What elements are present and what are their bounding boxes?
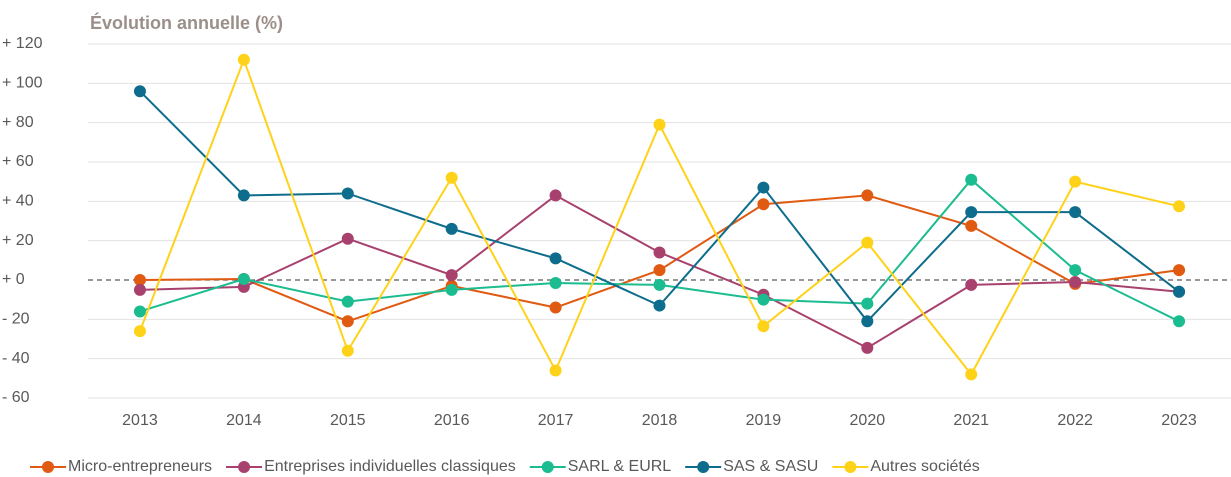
legend-item: Autres sociétés (832, 458, 980, 475)
data-point (1069, 264, 1082, 277)
y-tick-label: + 60 (2, 153, 34, 170)
data-point (653, 278, 666, 291)
series-line (139, 56, 1180, 377)
chart-title: Évolution annuelle (%) (90, 12, 283, 33)
data-point (341, 232, 354, 245)
data-point (341, 315, 354, 328)
y-tick-label: + 40 (2, 193, 34, 210)
data-point (341, 295, 354, 308)
data-point (965, 278, 978, 291)
legend-label: Entreprises individuelles classiques (264, 458, 516, 475)
y-tick-label: + 80 (2, 114, 34, 131)
legend-item: SAS & SASU (685, 458, 818, 475)
data-point (133, 305, 146, 318)
legend-marker (697, 461, 710, 473)
x-tick-label: 2023 (1161, 412, 1197, 429)
legend-item: SARL & EURL (529, 458, 672, 475)
data-point (965, 173, 978, 186)
data-point (861, 236, 874, 249)
data-point (133, 85, 146, 98)
data-point (861, 315, 874, 328)
data-point (1173, 315, 1186, 328)
data-point (445, 222, 458, 235)
data-point (341, 187, 354, 200)
data-point (237, 273, 250, 286)
data-point (1173, 285, 1186, 298)
x-tick-label: 2013 (122, 412, 158, 429)
data-point (757, 198, 770, 211)
legend-marker (844, 461, 857, 473)
data-point (757, 293, 770, 306)
y-tick-label: - 20 (2, 311, 30, 328)
data-point (861, 341, 874, 354)
data-point (237, 53, 250, 66)
x-tick-label: 2017 (538, 412, 574, 429)
data-point (341, 344, 354, 357)
legend-label: Micro-entrepreneurs (68, 458, 212, 475)
y-tick-label: + 0 (2, 271, 25, 288)
data-point (445, 269, 458, 282)
legend-item: Micro-entrepreneurs (30, 458, 212, 475)
data-point (1069, 175, 1082, 188)
data-point (757, 181, 770, 194)
y-tick-label: + 20 (2, 232, 34, 249)
legend-marker (42, 461, 54, 473)
data-point (653, 246, 666, 259)
x-tick-label: 2021 (953, 412, 989, 429)
data-point (757, 320, 770, 333)
data-point (445, 283, 458, 296)
x-tick-label: 2020 (850, 412, 886, 429)
data-point (653, 299, 666, 312)
x-tick-label: 2018 (642, 412, 678, 429)
data-point (549, 252, 562, 265)
data-point (1173, 200, 1186, 213)
y-tick-label: + 120 (2, 35, 43, 52)
data-point (549, 364, 562, 377)
y-tick-label: + 100 (2, 75, 43, 92)
legend-item: Entreprises individuelles classiques (226, 458, 516, 475)
data-point (445, 171, 458, 184)
x-tick-label: 2016 (434, 412, 470, 429)
legend-label: Autres sociétés (870, 458, 979, 475)
data-point (133, 274, 146, 286)
data-point (861, 189, 874, 202)
data-point (1173, 264, 1186, 277)
x-tick-label: 2015 (330, 412, 366, 429)
data-point (549, 189, 562, 202)
data-point (653, 118, 666, 131)
y-tick-label: - 60 (2, 389, 30, 406)
x-tick-label: 2014 (226, 412, 262, 429)
data-point (133, 325, 146, 338)
legend-label: SARL & EURL (568, 458, 672, 475)
data-point (653, 264, 666, 277)
data-point (1069, 275, 1082, 288)
y-tick-label: - 40 (2, 350, 30, 367)
data-point (965, 219, 978, 232)
data-point (965, 368, 978, 381)
data-point (965, 206, 978, 219)
legend-label: SAS & SASU (723, 458, 818, 475)
data-point (1069, 206, 1082, 219)
x-tick-label: 2019 (746, 412, 782, 429)
legend-marker (238, 461, 251, 473)
data-point (549, 276, 562, 289)
x-tick-label: 2022 (1057, 412, 1093, 429)
legend-marker (541, 461, 554, 473)
data-point (133, 283, 146, 296)
data-point (549, 301, 562, 314)
data-point (861, 297, 874, 310)
data-point (237, 189, 250, 202)
